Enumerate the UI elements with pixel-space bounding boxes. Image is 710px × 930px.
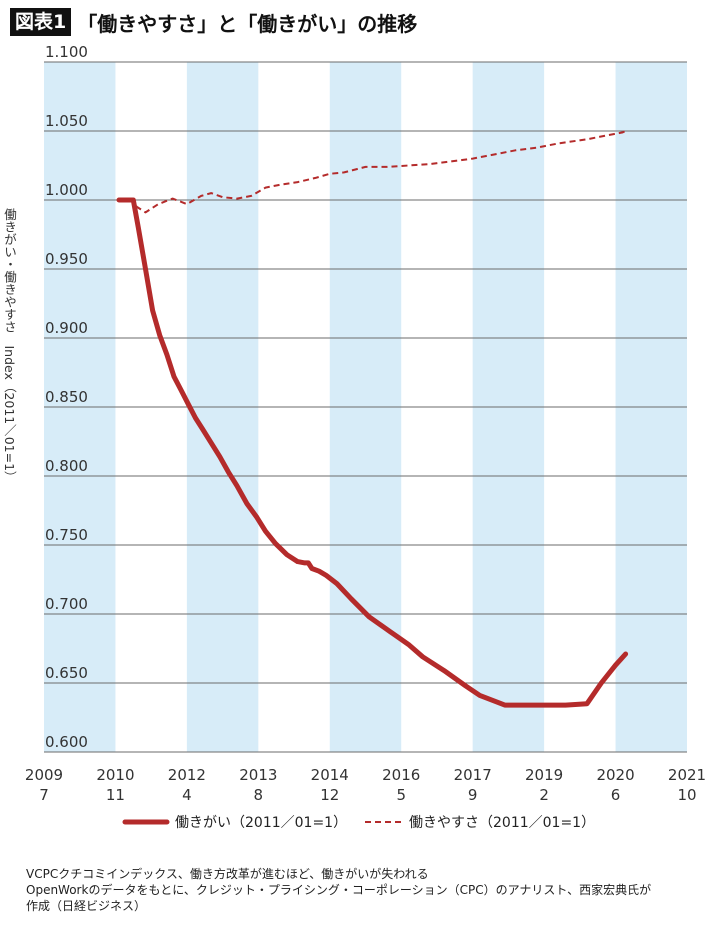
line-chart: 1.100 1.050 1.000 0.950 0.900 0.850 0.800 0.750… bbox=[25, 43, 706, 831]
x-tick-month: 4 bbox=[182, 786, 192, 804]
x-tick-month: 12 bbox=[320, 786, 339, 804]
y-tick-label: 1.100 bbox=[45, 43, 88, 61]
series-line-job-satisfaction bbox=[116, 197, 629, 708]
x-tick-year: 2016 bbox=[382, 766, 420, 784]
figure-title: 「働きやすさ」と「働きがい」の推移 bbox=[77, 11, 418, 36]
y-tick-label: 1.000 bbox=[45, 181, 88, 199]
x-tick-month: 2 bbox=[539, 786, 549, 804]
y-axis-label: 働きがい・働きやすさ Index（2011／01=1） bbox=[2, 208, 17, 484]
caption-line-1: VCPCクチコミインデックス、働き方改革が進むほど、働きがいが失われる bbox=[26, 867, 429, 881]
figure-header: 図表1 「働きやすさ」と「働きがい」の推移 bbox=[10, 6, 417, 38]
gridlines bbox=[44, 61, 687, 753]
series-lines bbox=[116, 130, 629, 708]
y-tick-label: 1.050 bbox=[45, 112, 88, 130]
legend: 働きがい（2011／01=1） 働きやすさ（2011／01=1） bbox=[122, 815, 595, 831]
y-tick-labels: 1.100 1.050 1.000 0.950 0.900 0.850 0.800 0.750… bbox=[45, 43, 88, 751]
x-tick-year: 2017 bbox=[454, 766, 492, 784]
x-tick-month: 11 bbox=[106, 786, 125, 804]
y-tick-label: 0.800 bbox=[45, 457, 88, 475]
x-tick-labels: 2009 7 2010 11 2012 4 2013 8 2014 12 2016 5 2017 9 201… bbox=[25, 766, 706, 804]
series-line-ease-of-work bbox=[119, 130, 627, 214]
x-tick-month: 8 bbox=[254, 786, 264, 804]
y-tick-label: 0.850 bbox=[45, 388, 88, 406]
x-tick-month: 9 bbox=[468, 786, 478, 804]
x-tick-year: 2009 bbox=[25, 766, 63, 784]
caption-line-3: 作成（日経ビジネス） bbox=[26, 899, 147, 913]
x-tick-year: 2020 bbox=[596, 766, 634, 784]
x-tick-month: 6 bbox=[611, 786, 621, 804]
legend-label: 働きがい（2011／01=1） bbox=[175, 815, 347, 831]
x-tick-year: 2019 bbox=[525, 766, 563, 784]
y-tick-label: 0.600 bbox=[45, 733, 88, 751]
x-tick-year: 2010 bbox=[96, 766, 134, 784]
x-tick-month: 10 bbox=[677, 786, 696, 804]
y-tick-label: 0.900 bbox=[45, 319, 88, 337]
y-tick-label: 0.700 bbox=[45, 595, 88, 613]
y-tick-label: 0.750 bbox=[45, 526, 88, 544]
source-caption: VCPCクチコミインデックス、働き方改革が進むほど、働きがいが失われる Open… bbox=[26, 866, 706, 914]
y-tick-label: 0.950 bbox=[45, 250, 88, 268]
x-tick-month: 5 bbox=[396, 786, 406, 804]
legend-label: 働きやすさ（2011／01=1） bbox=[409, 815, 595, 831]
x-tick-year: 2014 bbox=[311, 766, 349, 784]
x-tick-month: 7 bbox=[39, 786, 49, 804]
figure-badge: 図表1 bbox=[10, 8, 72, 36]
caption-line-2: OpenWorkのデータをもとに、クレジット・プライシング・コーポレーション（C… bbox=[26, 883, 652, 897]
y-tick-label: 0.650 bbox=[45, 664, 88, 682]
x-tick-year: 2021 bbox=[668, 766, 706, 784]
x-tick-year: 2013 bbox=[239, 766, 277, 784]
x-tick-year: 2012 bbox=[168, 766, 206, 784]
